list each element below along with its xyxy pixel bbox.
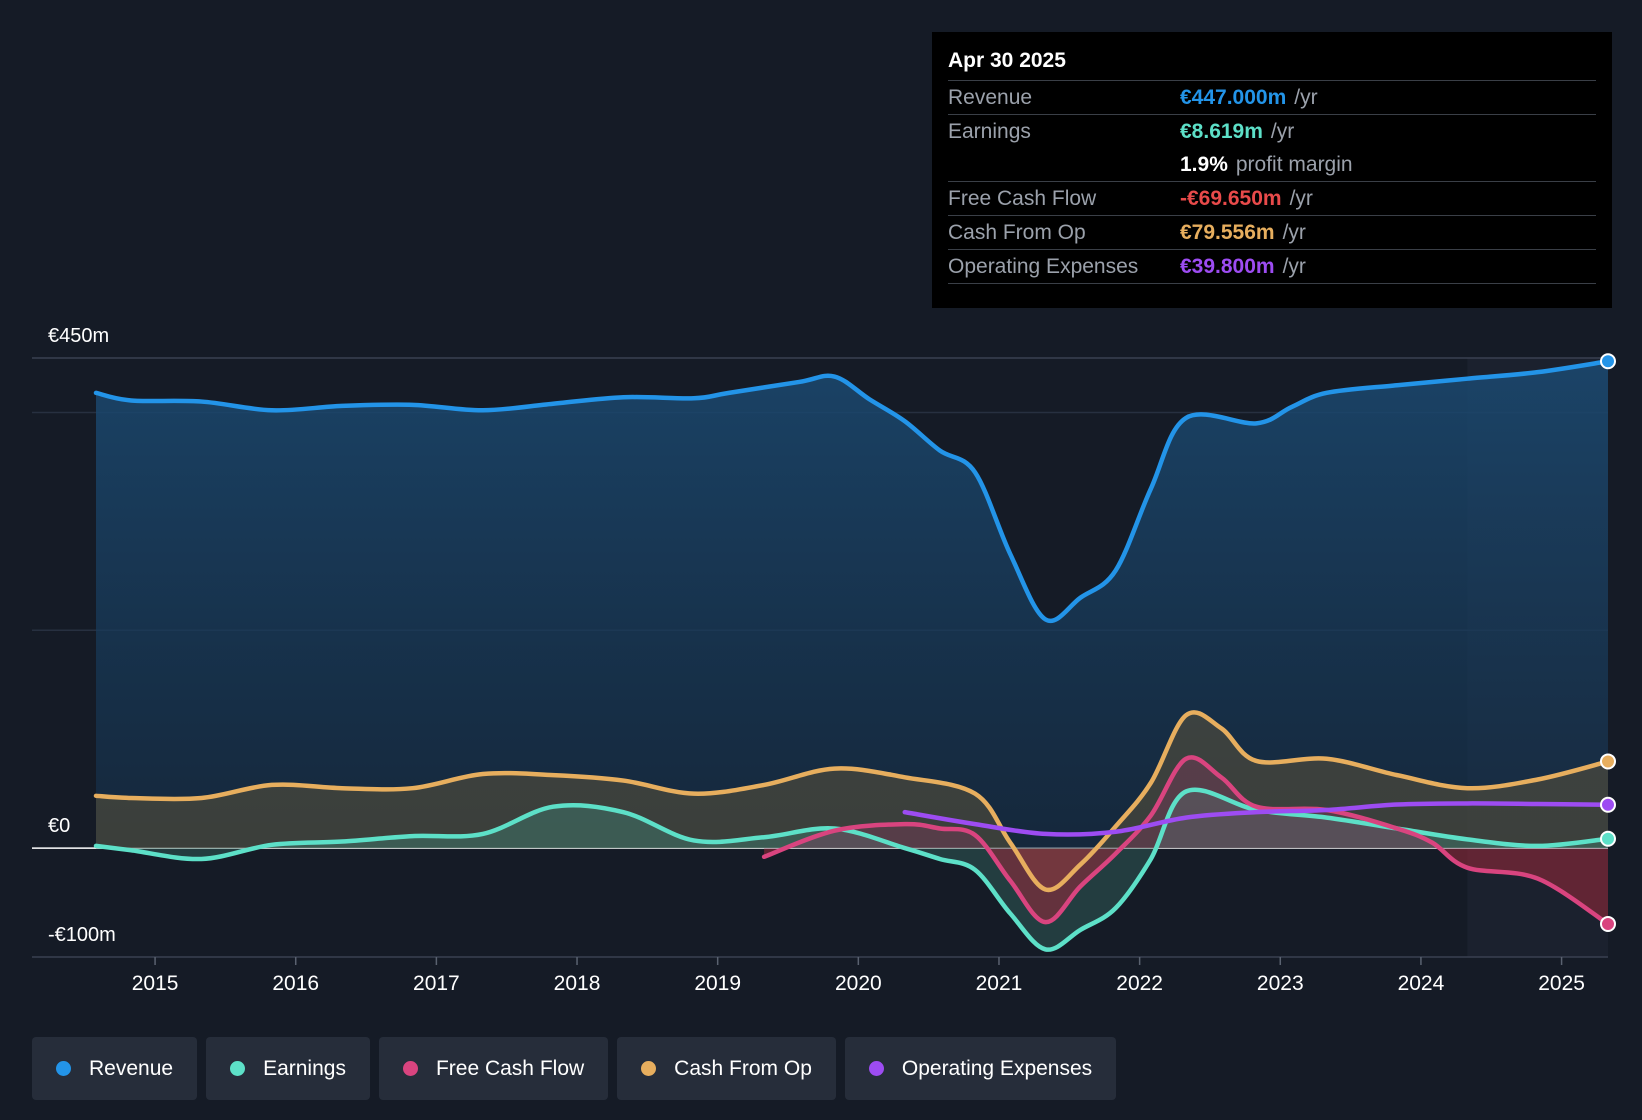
revenue-end-dot: [1600, 353, 1616, 370]
legend-item-free-cash-flow[interactable]: Free Cash Flow: [378, 1037, 609, 1100]
legend-item-earnings[interactable]: Earnings: [206, 1037, 370, 1100]
tooltip-label: Free Cash Flow: [948, 186, 1097, 210]
tooltip-row-revenue: Revenue €447.000m /yr: [948, 80, 1596, 114]
fcf-end-dot: [1600, 915, 1616, 932]
legend-label: Cash From Op: [674, 1056, 812, 1080]
tooltip-row-fcf: Free Cash Flow -€69.650m /yr: [948, 181, 1596, 215]
y-label-zero: €0: [48, 815, 70, 837]
legend: Revenue Earnings Free Cash Flow Cash Fro…: [32, 1037, 1117, 1100]
tooltip-row-earnings: Earnings €8.619m /yr: [948, 114, 1596, 148]
tooltip-value: €8.619m: [1180, 119, 1263, 143]
legend-item-revenue[interactable]: Revenue: [32, 1037, 198, 1100]
tooltip-label: Cash From Op: [948, 220, 1086, 244]
legend-item-cash-from-op[interactable]: Cash From Op: [617, 1037, 836, 1100]
x-tick-label: 2018: [554, 972, 601, 995]
legend-label: Free Cash Flow: [435, 1056, 585, 1080]
tooltip-unit: profit margin: [1235, 152, 1353, 176]
x-tick-label: 2024: [1398, 972, 1445, 995]
tooltip-unit: /yr: [1270, 119, 1295, 143]
legend-item-operating-expenses[interactable]: Operating Expenses: [844, 1037, 1117, 1100]
legend-dot-icon: [641, 1061, 657, 1076]
tooltip-divider: [948, 283, 1596, 284]
x-tick-label: 2016: [272, 972, 319, 995]
tooltip-label: Operating Expenses: [948, 254, 1139, 278]
y-label-bottom: -€100m: [48, 924, 116, 946]
x-tick-label: 2015: [132, 972, 179, 995]
y-label-top: €450m: [48, 325, 109, 347]
x-tick-label: 2017: [413, 972, 460, 995]
tooltip-panel: Apr 30 2025 Revenue €447.000m /yr Earnin…: [932, 32, 1612, 308]
tooltip-unit: /yr: [1282, 220, 1306, 244]
fcf-area-above: [764, 757, 1608, 849]
x-tick-label: 2025: [1538, 972, 1585, 995]
opex-line: [902, 801, 1611, 837]
fcf-area-below: [764, 849, 1608, 924]
earnings-line: [93, 787, 1611, 952]
revenue-area-above: [96, 361, 1608, 849]
fcf-line: [761, 755, 1611, 927]
tooltip-unit: /yr: [1289, 186, 1313, 210]
x-tick-label: 2023: [1257, 972, 1304, 995]
tooltip-date: Apr 30 2025: [948, 49, 1066, 72]
chart-area: €450m €0 -€100m 2015 2016 2017 2018 2019 2020…: [32, 325, 1616, 995]
tooltip-label: Earnings: [948, 119, 1031, 143]
legend-label: Revenue: [89, 1056, 174, 1080]
tooltip-value: -€69.650m: [1180, 186, 1282, 210]
tooltip-row-opex: Operating Expenses €39.800m /yr: [948, 249, 1596, 283]
tooltip-row-profit-margin: 1.9% profit margin: [948, 148, 1596, 181]
x-tick-label: 2021: [976, 972, 1023, 995]
legend-dot-icon: [402, 1061, 418, 1076]
legend-dot-icon: [230, 1061, 246, 1076]
x-tick-label: 2020: [835, 972, 882, 995]
earnings-end-dot: [1600, 830, 1616, 847]
legend-label: Operating Expenses: [901, 1056, 1093, 1080]
revenue-line: [93, 359, 1611, 624]
tooltip-value: €39.800m: [1180, 254, 1275, 278]
legend-dot-icon: [56, 1061, 71, 1076]
tooltip-value: 1.9%: [1180, 152, 1228, 176]
cfo-end-dot: [1600, 753, 1616, 770]
tooltip-unit: /yr: [1282, 254, 1306, 278]
tooltip-row-cfo: Cash From Op €79.556m /yr: [948, 215, 1596, 249]
opex-end-dot: [1600, 796, 1616, 813]
legend-dot-icon: [868, 1061, 884, 1076]
legend-label: Earnings: [263, 1056, 346, 1080]
tooltip-value: €79.556m: [1180, 220, 1275, 244]
x-tick-label: 2022: [1116, 972, 1163, 995]
x-tick-label: 2019: [694, 972, 741, 995]
earnings-area-above: [96, 789, 1608, 849]
tooltip-value: €447.000m: [1180, 85, 1287, 109]
tooltip-label: Revenue: [948, 85, 1033, 109]
tooltip-unit: /yr: [1294, 85, 1318, 109]
cfo-line: [93, 710, 1611, 893]
